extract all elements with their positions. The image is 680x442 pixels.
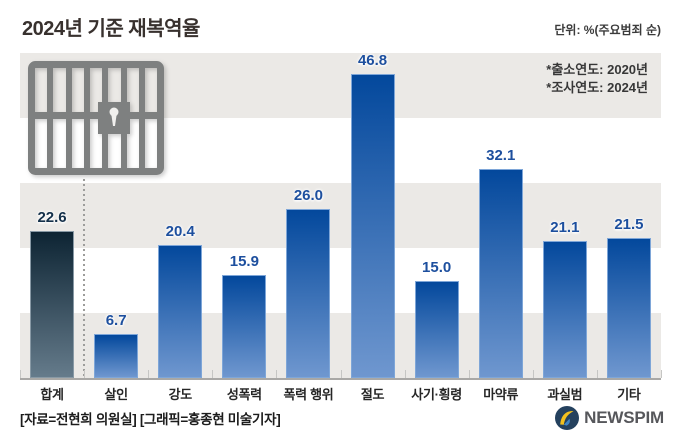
- bar: [350, 73, 395, 378]
- bar-value-label: 21.5: [614, 216, 644, 234]
- bar: [30, 231, 75, 378]
- axis-tick: [276, 370, 277, 378]
- source-credit: [자료=전현희 의원실] [그래픽=홍종현 미술기자]: [20, 412, 281, 427]
- page-title: 2024년 기준 재복역율: [22, 18, 200, 40]
- category-label: 합계: [40, 387, 64, 402]
- newspim-logo-icon: [555, 406, 580, 430]
- axis-tick: [20, 370, 21, 378]
- bar: [478, 169, 523, 378]
- category-label: 과실범: [547, 387, 583, 402]
- bar-value-label: 32.1: [486, 147, 516, 165]
- category-label: 폭력 행위: [283, 387, 334, 402]
- bar: [94, 334, 139, 378]
- category-label: 살인: [104, 387, 128, 402]
- bar: [222, 274, 267, 378]
- axis-tick: [597, 370, 598, 378]
- bar-value-label: 22.6: [37, 209, 67, 227]
- axis-tick: [469, 370, 470, 378]
- chart-notes: *출소연도: 2020년 *조사연도: 2024년: [546, 61, 648, 97]
- bar: [606, 238, 651, 378]
- total-separator-dotted-line: [83, 179, 86, 378]
- bar-value-label: 46.8: [357, 51, 388, 69]
- bar-value-label: 21.1: [550, 218, 580, 236]
- category-label: 강도: [168, 387, 193, 402]
- axis-tick: [212, 370, 213, 378]
- axis-tick: [341, 370, 342, 378]
- note-release-year: *출소연도: 2020년: [546, 62, 648, 77]
- axis-tick: [533, 370, 534, 378]
- bar-value-label: 6.7: [105, 312, 127, 330]
- chart-plot-area: *출소연도: 2020년 *조사연도: 2024년 22.6 6.7 20.4 15.…: [20, 51, 662, 378]
- bar-value-label: 15.9: [229, 252, 259, 270]
- x-axis-line: [20, 378, 661, 380]
- bar: [414, 280, 459, 378]
- unit-label: 단위: %(주요범죄 순): [554, 23, 661, 37]
- bar-value-label: 20.4: [165, 223, 195, 241]
- axis-tick: [661, 370, 662, 378]
- category-label: 마약류: [483, 387, 519, 402]
- category-label: 절도: [360, 387, 385, 402]
- bar: [158, 245, 203, 378]
- newspim-logo: NEWSPIM: [554, 405, 664, 431]
- newspim-logo-text: NEWSPIM: [584, 408, 664, 427]
- keyhole-icon: [109, 107, 119, 126]
- category-label: 사기·횡령: [411, 387, 462, 402]
- axis-tick: [405, 370, 406, 378]
- bar-value-label: 26.0: [293, 187, 324, 204]
- x-axis-labels: 합계 살인 강도 성폭력 폭력 행위 절도 사기·횡령 마약류 과실범 기타: [20, 384, 661, 402]
- category-label: 기타: [617, 387, 641, 402]
- axis-tick: [84, 370, 85, 378]
- bar: [542, 240, 587, 378]
- note-survey-year: *조사연도: 2024년: [546, 80, 648, 95]
- bar: [286, 209, 331, 378]
- axis-tick: [148, 370, 149, 378]
- prison-bars-icon: [28, 61, 164, 175]
- bar-value-label: 15.0: [422, 258, 452, 276]
- category-label: 성폭력: [226, 387, 262, 402]
